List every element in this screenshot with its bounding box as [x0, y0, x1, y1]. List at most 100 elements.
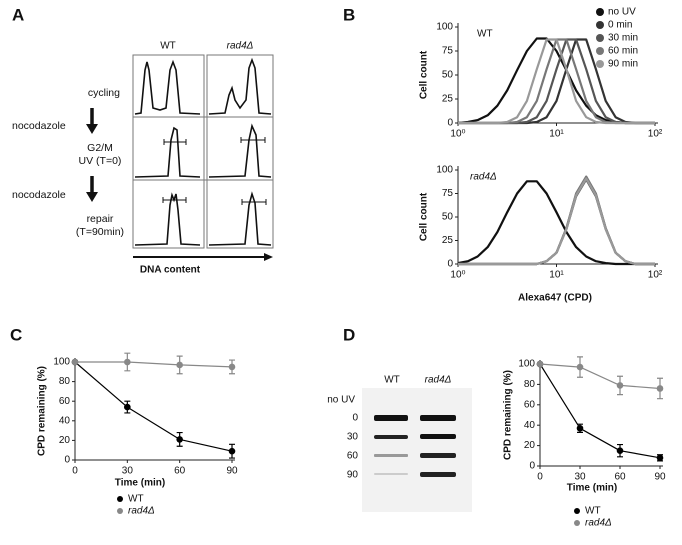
legend-label: rad4Δ [128, 506, 155, 517]
x-tick-label: 10⁰ [450, 129, 465, 140]
y-tick-label: 100 [53, 357, 70, 368]
lane-label: WT [384, 375, 400, 386]
legend-marker [574, 508, 580, 514]
column-box [132, 54, 205, 249]
x-axis-label: Alexa647 (CPD) [518, 293, 592, 304]
y-tick-label: 0 [447, 259, 453, 270]
step-label: nocodazole [12, 189, 66, 201]
x-tick-label: 30 [574, 472, 586, 483]
series-line [539, 363, 661, 459]
y-tick-label: 0 [447, 118, 453, 129]
x-tick-label: 30 [122, 466, 134, 477]
step-label: UV (T=0) [79, 155, 122, 167]
marker [71, 358, 79, 366]
row-label: 0 [352, 413, 358, 424]
x-tick-label: 90 [654, 472, 666, 483]
x-tick-label: 60 [614, 472, 626, 483]
y-tick-label: 60 [524, 399, 536, 410]
y-axis-label: Cell count [419, 192, 430, 241]
marker [228, 447, 236, 455]
marker [176, 361, 183, 369]
y-tick-label: 25 [442, 94, 454, 105]
marker [228, 363, 236, 371]
legend-marker [596, 21, 604, 29]
band [420, 434, 456, 439]
y-axis-label: Cell count [419, 50, 430, 99]
row-label: no UV [327, 395, 355, 406]
series-line [458, 177, 655, 266]
x-axis-label: Time (min) [115, 478, 165, 489]
legend-label: WT [128, 494, 144, 505]
lane-label: rad4Δ [425, 375, 452, 386]
legend-label: 90 min [608, 59, 638, 70]
legend-marker [596, 47, 604, 55]
band [420, 415, 456, 421]
panel-letter: C [10, 325, 22, 344]
histogram [134, 126, 201, 178]
histogram [134, 192, 201, 246]
histogram [208, 123, 272, 178]
band [374, 415, 408, 421]
y-tick-label: 20 [59, 435, 71, 446]
x-tick-label: 60 [174, 466, 186, 477]
y-tick-label: 75 [442, 188, 454, 199]
column-box [206, 54, 274, 249]
arrow-head [86, 124, 98, 134]
x-tick-label: 0 [537, 472, 543, 483]
legend-label: rad4Δ [585, 518, 612, 529]
row-label: 90 [347, 470, 359, 481]
series-line [74, 361, 233, 452]
legend-label: WT [585, 506, 601, 517]
bracket [163, 139, 187, 145]
step-label: repair [87, 213, 114, 225]
x-tick-label: 10⁰ [450, 270, 465, 281]
marker [536, 360, 544, 368]
series-line [458, 38, 655, 125]
marker [616, 382, 624, 389]
marker [656, 385, 664, 392]
panel-letter: D [343, 325, 355, 344]
column-header: rad4Δ [227, 41, 254, 52]
y-tick-label: 50 [442, 212, 454, 223]
marker [124, 358, 131, 366]
x-tick-label: 90 [226, 466, 238, 477]
y-tick-label: 75 [442, 46, 454, 57]
y-tick-label: 100 [518, 359, 535, 370]
y-tick-label: 0 [64, 455, 70, 466]
gel-image [362, 388, 472, 512]
bracket [240, 137, 266, 143]
x-tick-label: 10² [648, 129, 663, 140]
series-line [457, 180, 655, 266]
step-label: nocodazole [12, 120, 66, 132]
y-tick-label: 40 [524, 420, 536, 431]
marker [124, 403, 131, 411]
step-label: cycling [88, 87, 120, 99]
x-tick-label: 10² [648, 270, 663, 281]
y-tick-label: 60 [59, 396, 71, 407]
diagram: WT rad4Δ cycling nocodazole G2/M UV (T=0… [12, 41, 274, 276]
arrow-head [264, 253, 273, 261]
y-tick-label: 50 [442, 70, 454, 81]
legend-label: 0 min [608, 20, 632, 31]
gel: WT rad4Δ no UV 0 30 60 90 [327, 375, 472, 512]
legend-marker [596, 34, 604, 42]
legend-marker [596, 8, 604, 16]
legend-label: 30 min [608, 33, 638, 44]
series-line [539, 363, 661, 390]
y-tick-label: 40 [59, 415, 71, 426]
band [374, 454, 408, 457]
histogram [208, 191, 272, 246]
band [420, 472, 456, 477]
marker [176, 436, 183, 443]
marker [656, 454, 664, 462]
x-tick-label: 10¹ [549, 129, 564, 140]
band [420, 453, 456, 458]
step-label: (T=90min) [76, 226, 124, 238]
arrow-head [86, 192, 98, 202]
marker [576, 424, 584, 432]
chart-title: WT [477, 29, 493, 40]
legend-label: 60 min [608, 46, 638, 57]
y-tick-label: 20 [524, 440, 536, 451]
chart-title: rad4Δ [470, 172, 497, 183]
